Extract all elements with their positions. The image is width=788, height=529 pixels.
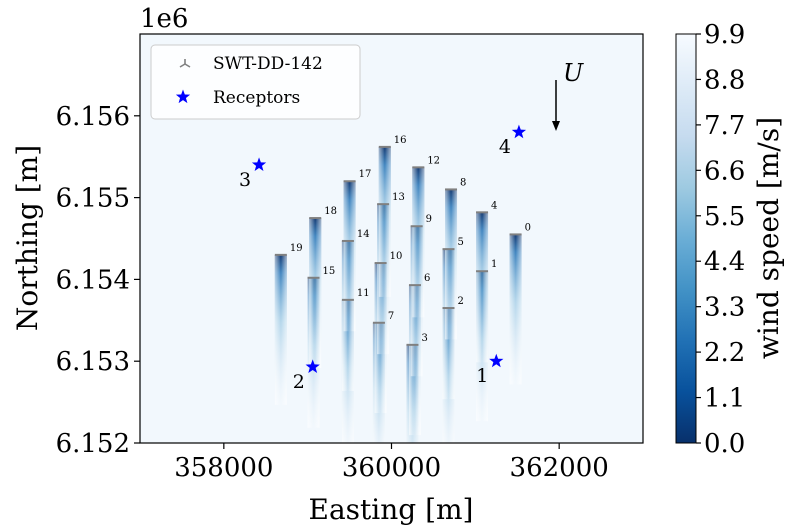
- y-axis-label: Northing [m]: [11, 145, 44, 331]
- x-axis-label: Easting [m]: [309, 493, 474, 526]
- turbine-id-label: 7: [388, 311, 394, 322]
- turbine-id-label: 3: [421, 333, 427, 344]
- legend-entry-turbine: SWT-DD-142: [213, 54, 323, 74]
- receptor-star-icon: [489, 353, 504, 368]
- y-tick-label: 6.154: [56, 265, 130, 295]
- legend: SWT-DD-142 Receptors: [150, 44, 361, 120]
- turbine-id-label: 13: [392, 192, 405, 203]
- x-tick-label: 362000: [510, 453, 609, 483]
- receptor-id-label: 2: [293, 371, 305, 393]
- colorbar: [675, 33, 697, 444]
- turbine-id-label: 2: [458, 296, 464, 307]
- wind-direction-label: U: [563, 59, 584, 87]
- colorbar-tick-label: 7.7: [704, 111, 745, 141]
- y-tick-label: 6.156: [56, 102, 130, 132]
- turbine-id-label: 17: [359, 169, 372, 180]
- colorbar-tick-label: 6.6: [704, 156, 745, 186]
- wake-plume-edge: [274, 254, 287, 405]
- colorbar-tick-label: 8.8: [704, 65, 745, 95]
- turbine-id-label: 10: [390, 251, 403, 262]
- wind-direction-arrow: [552, 80, 560, 131]
- receptor-id-label: 1: [476, 365, 488, 387]
- wake-plume-edge: [412, 167, 425, 318]
- colorbar-tick-label: 4.4: [704, 247, 745, 277]
- wake-plume-edge: [378, 146, 391, 297]
- y-tick-label: 6.153: [56, 347, 130, 377]
- turbine-id-label: 19: [290, 243, 303, 254]
- turbine-id-label: 18: [324, 206, 337, 217]
- turbine-legend-icon: [179, 59, 191, 68]
- turbine-id-label: 1: [491, 259, 497, 270]
- colorbar-tick-label: 0.0: [704, 429, 745, 459]
- receptor-star-icon: [251, 157, 267, 171]
- receptor-id-label: 4: [499, 136, 511, 158]
- colorbar-label: wind speed [m/s]: [752, 117, 785, 359]
- wake-plume-edge: [309, 218, 322, 369]
- turbine-id-label: 11: [357, 288, 370, 299]
- turbine-id-label: 6: [424, 273, 430, 284]
- colorbar-tick-label: 9.9: [704, 20, 745, 50]
- colorbar-tick-label: 1.1: [704, 384, 745, 414]
- receptor-star-icon: [511, 124, 527, 139]
- colorbar-tick-label: 5.5: [704, 202, 745, 232]
- turbine-id-label: 5: [458, 237, 464, 248]
- x-tick-label: 360000: [342, 453, 441, 483]
- y-tick-label: 6.152: [56, 429, 130, 459]
- receptor-star-icon: [305, 359, 320, 373]
- turbine-id-label: 8: [460, 177, 466, 188]
- star-legend-icon: [175, 89, 191, 104]
- wake-plume-edge: [445, 189, 458, 340]
- wake-plume-edge: [509, 234, 522, 385]
- y-tick-label: 6.155: [56, 184, 130, 214]
- turbine-id-label: 9: [426, 214, 432, 225]
- colorbar-tick-label: 3.3: [704, 293, 745, 323]
- colorbar-tick-label: 2.2: [704, 338, 745, 368]
- turbine-id-label: 15: [323, 266, 336, 277]
- turbine-id-label: 16: [394, 135, 407, 146]
- turbine-id-label: 14: [357, 229, 370, 240]
- receptor-id-label: 3: [239, 169, 251, 191]
- y-offset-text: 1e6: [140, 4, 188, 34]
- wake-plume-edge: [343, 181, 356, 332]
- turbine-id-label: 0: [525, 222, 531, 233]
- wake-plume-edge: [476, 212, 489, 363]
- turbine-id-label: 4: [491, 200, 497, 211]
- legend-entry-receptors: Receptors: [213, 88, 300, 108]
- x-tick-label: 358000: [174, 453, 273, 483]
- turbine-id-label: 12: [427, 155, 440, 166]
